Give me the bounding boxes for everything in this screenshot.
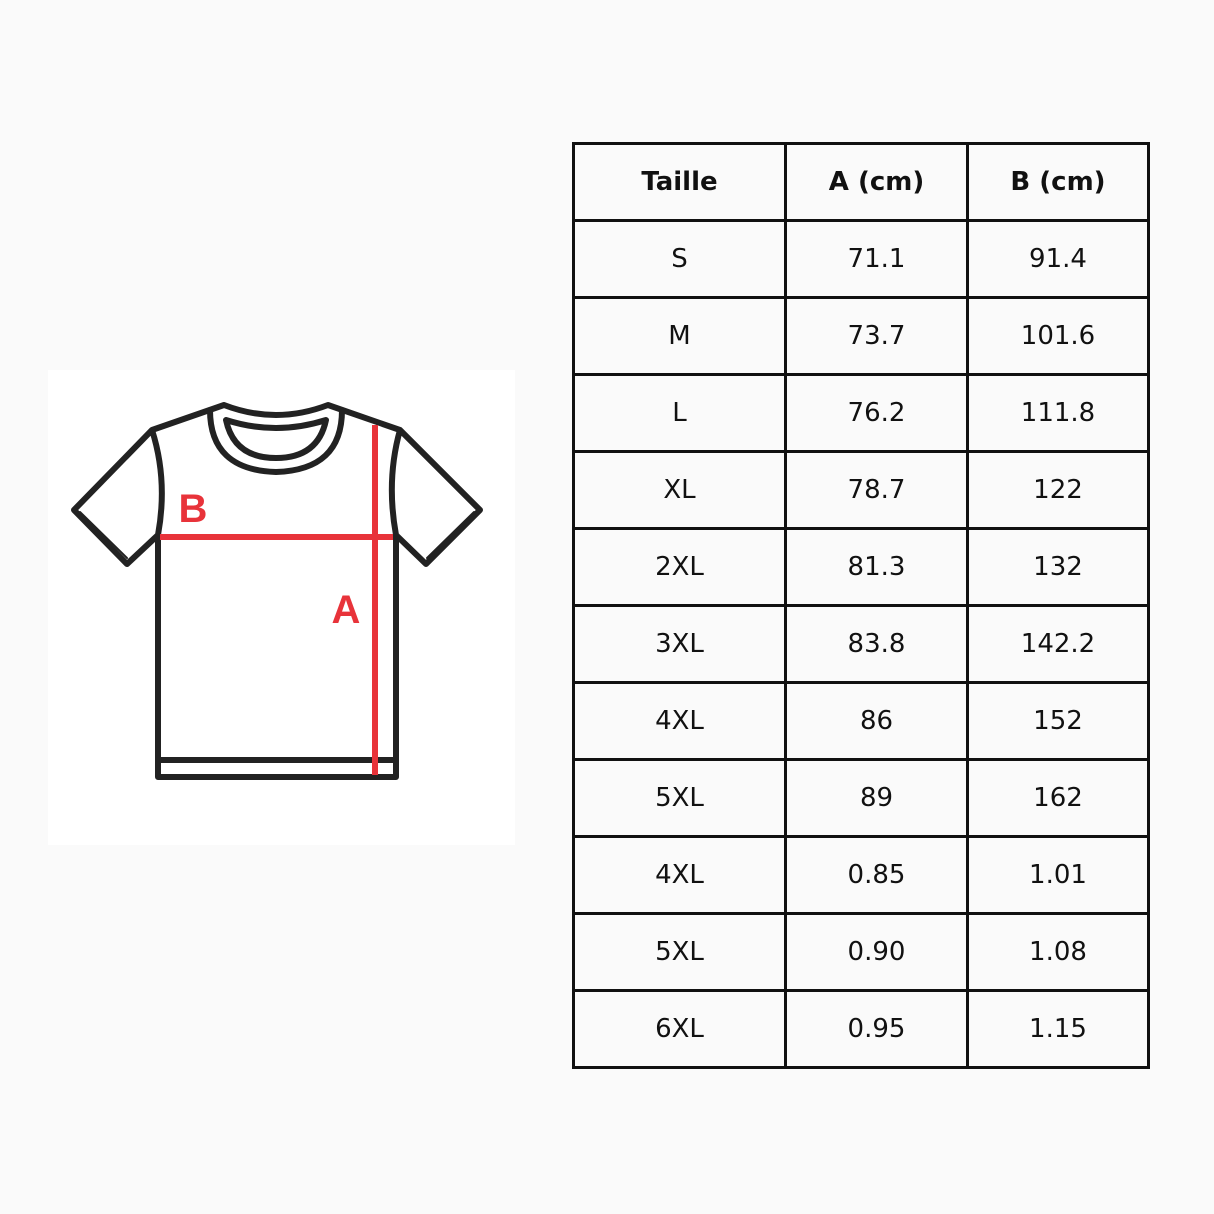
- cell-a: 83.8: [784, 604, 969, 684]
- table-row: 4XL 86 152: [572, 681, 1150, 761]
- label-a: A: [332, 588, 361, 632]
- cell-b: 101.6: [966, 296, 1150, 376]
- table-row: 5XL 0.90 1.08: [572, 912, 1150, 992]
- cell-size: 5XL: [572, 912, 787, 992]
- cell-a: 73.7: [784, 296, 969, 376]
- cell-size: 5XL: [572, 758, 787, 838]
- cell-size: 3XL: [572, 604, 787, 684]
- cell-a: 0.90: [784, 912, 969, 992]
- size-table: Taille A (cm) B (cm) S 71.1 91.4 M 73.7 101.6…: [572, 142, 1150, 1069]
- cell-b: 162: [966, 758, 1150, 838]
- cell-b: 1.08: [966, 912, 1150, 992]
- cell-a: 0.95: [784, 989, 969, 1069]
- cell-b: 91.4: [966, 219, 1150, 299]
- cell-a: 76.2: [784, 373, 969, 453]
- tshirt-diagram-panel: [48, 370, 515, 845]
- cell-a: 86: [784, 681, 969, 761]
- table-row: 3XL 83.8 142.2: [572, 604, 1150, 684]
- cell-b: 1.01: [966, 835, 1150, 915]
- cell-b: 152: [966, 681, 1150, 761]
- table-row: 5XL 89 162: [572, 758, 1150, 838]
- label-b: B: [179, 487, 208, 531]
- tshirt-outline: [71, 402, 483, 780]
- cell-b: 142.2: [966, 604, 1150, 684]
- cell-size: S: [572, 219, 787, 299]
- cell-a: 0.85: [784, 835, 969, 915]
- cell-size: L: [572, 373, 787, 453]
- cell-a: 89: [784, 758, 969, 838]
- header-a: A (cm): [784, 142, 969, 222]
- table-row: XL 78.7 122: [572, 450, 1150, 530]
- cell-b: 111.8: [966, 373, 1150, 453]
- cell-size: 4XL: [572, 681, 787, 761]
- cell-a: 81.3: [784, 527, 969, 607]
- cell-b: 122: [966, 450, 1150, 530]
- header-size: Taille: [572, 142, 787, 222]
- cell-size: 4XL: [572, 835, 787, 915]
- cell-size: 6XL: [572, 989, 787, 1069]
- cell-b: 132: [966, 527, 1150, 607]
- header-b: B (cm): [966, 142, 1150, 222]
- table-row: L 76.2 111.8: [572, 373, 1150, 453]
- cell-size: XL: [572, 450, 787, 530]
- cell-size: 2XL: [572, 527, 787, 607]
- cell-a: 78.7: [784, 450, 969, 530]
- table-row: 2XL 81.3 132: [572, 527, 1150, 607]
- table-row: M 73.7 101.6: [572, 296, 1150, 376]
- table-row: 4XL 0.85 1.01: [572, 835, 1150, 915]
- cell-size: M: [572, 296, 787, 376]
- table-row: 6XL 0.95 1.15: [572, 989, 1150, 1069]
- header-row: Taille A (cm) B (cm): [572, 142, 1150, 222]
- cell-b: 1.15: [966, 989, 1150, 1069]
- cell-a: 71.1: [784, 219, 969, 299]
- table-row: S 71.1 91.4: [572, 219, 1150, 299]
